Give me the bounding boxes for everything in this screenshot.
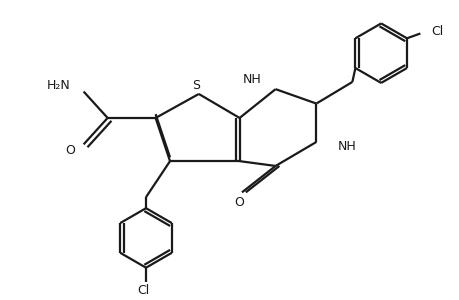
Text: O: O [65, 144, 75, 157]
Text: NH: NH [337, 140, 356, 153]
Text: Cl: Cl [137, 284, 150, 297]
Text: O: O [234, 196, 244, 209]
Text: NH: NH [242, 73, 261, 86]
Text: H₂N: H₂N [46, 79, 70, 92]
Text: S: S [192, 79, 200, 92]
Text: Cl: Cl [430, 25, 442, 38]
